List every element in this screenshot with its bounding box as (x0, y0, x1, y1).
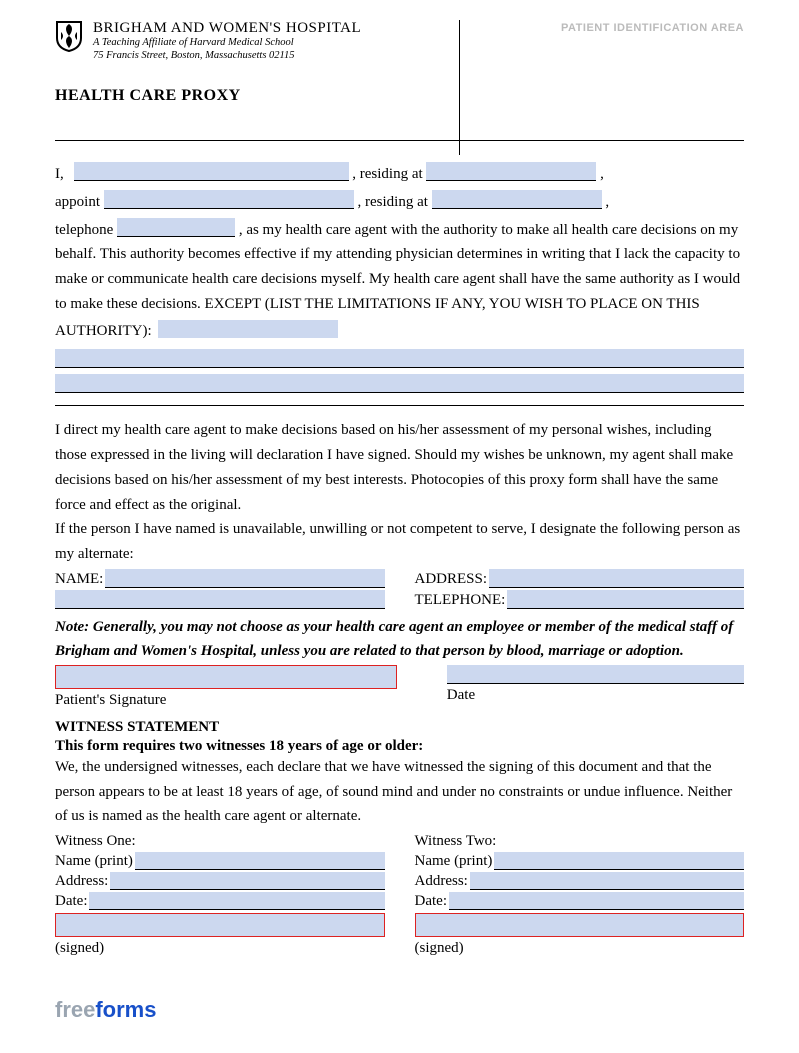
agent-address-input[interactable] (432, 190, 602, 209)
hospital-name: BRIGHAM AND WOMEN'S HOSPITAL (93, 20, 361, 37)
w2-name-label: Name (print) (415, 853, 493, 870)
w2-signed-label: (signed) (415, 940, 745, 957)
patient-date-input[interactable] (447, 665, 744, 684)
witness-one-title: Witness One: (55, 833, 385, 850)
limitations-inline-input[interactable] (158, 320, 338, 338)
principal-name-input[interactable] (74, 162, 349, 181)
section-rule-1 (55, 405, 744, 406)
alternate-fields: NAME: ADDRESS: TELEPHONE: (55, 567, 744, 609)
witness-one: Witness One: Name (print) Address: Date:… (55, 833, 385, 957)
patient-id-area-label: PATIENT IDENTIFICATION AREA (561, 22, 744, 34)
alt-telephone-input[interactable] (507, 590, 744, 609)
hospital-affiliate: A Teaching Affiliate of Harvard Medical … (93, 37, 361, 50)
w1-address-label: Address: (55, 873, 108, 890)
witness-columns: Witness One: Name (print) Address: Date:… (55, 833, 744, 957)
text: telephone (55, 222, 113, 238)
w2-address-input[interactable] (470, 872, 744, 890)
witness-body: We, the undersigned witnesses, each decl… (55, 755, 744, 829)
w2-address-label: Address: (415, 873, 468, 890)
w1-signed-label: (signed) (55, 940, 385, 957)
patient-signature-row: Patient's Signature Date (55, 665, 744, 709)
w2-signature-input[interactable] (415, 913, 745, 937)
text: , (600, 166, 604, 182)
w1-date-label: Date: (55, 893, 87, 910)
limitations-line-2-input[interactable] (55, 374, 744, 393)
footer-brand: freeforms (55, 997, 744, 1023)
witness-requirement: This form requires two witnesses 18 year… (55, 738, 744, 755)
alt-address-input[interactable] (489, 569, 744, 588)
w2-name-input[interactable] (494, 852, 744, 870)
text: , residing at (352, 166, 422, 182)
paragraph-3: If the person I have named is unavailabl… (55, 517, 744, 567)
alt-name-input[interactable] (105, 569, 384, 588)
w1-name-input[interactable] (135, 852, 385, 870)
header-divider (459, 20, 460, 155)
alt-name-line2-input[interactable] (55, 590, 385, 609)
hospital-address: 75 Francis Street, Boston, Massachusetts… (93, 50, 361, 63)
paragraph-2: I direct my health care agent to make de… (55, 418, 744, 517)
witness-heading: WITNESS STATEMENT (55, 719, 744, 736)
footer-free: free (55, 997, 95, 1022)
hospital-text: BRIGHAM AND WOMEN'S HOSPITAL A Teaching … (93, 20, 361, 62)
w1-signature-input[interactable] (55, 913, 385, 937)
alt-telephone-label: TELEPHONE: (415, 592, 506, 609)
form-page: PATIENT IDENTIFICATION AREA BRIGHAM AND … (0, 0, 799, 1053)
w2-date-label: Date: (415, 893, 447, 910)
patient-date-label: Date (447, 687, 744, 704)
agent-telephone-input[interactable] (117, 218, 235, 237)
agent-name-input[interactable] (104, 190, 354, 209)
text: I, (55, 166, 64, 182)
w2-date-input[interactable] (449, 892, 744, 910)
patient-signature-label: Patient's Signature (55, 692, 397, 709)
witness-two-title: Witness Two: (415, 833, 745, 850)
principal-address-input[interactable] (426, 162, 596, 181)
form-title: HEALTH CARE PROXY (55, 87, 744, 105)
w1-date-input[interactable] (89, 892, 384, 910)
footer-forms: forms (95, 997, 156, 1022)
alt-name-label: NAME: (55, 571, 103, 588)
witness-two: Witness Two: Name (print) Address: Date:… (415, 833, 745, 957)
text: , residing at (358, 194, 428, 210)
w1-address-input[interactable] (110, 872, 384, 890)
text: appoint (55, 194, 100, 210)
patient-signature-input[interactable] (55, 665, 397, 689)
w1-name-label: Name (print) (55, 853, 133, 870)
hospital-logo-icon (55, 20, 83, 57)
note-text: Note: Generally, you may not choose as y… (55, 615, 744, 663)
limitations-line-1-input[interactable] (55, 349, 744, 368)
header-rule (55, 140, 744, 141)
text: , (605, 194, 609, 210)
alt-address-label: ADDRESS: (415, 571, 488, 588)
paragraph-1: I, , residing at , appoint , residing at… (55, 159, 744, 393)
